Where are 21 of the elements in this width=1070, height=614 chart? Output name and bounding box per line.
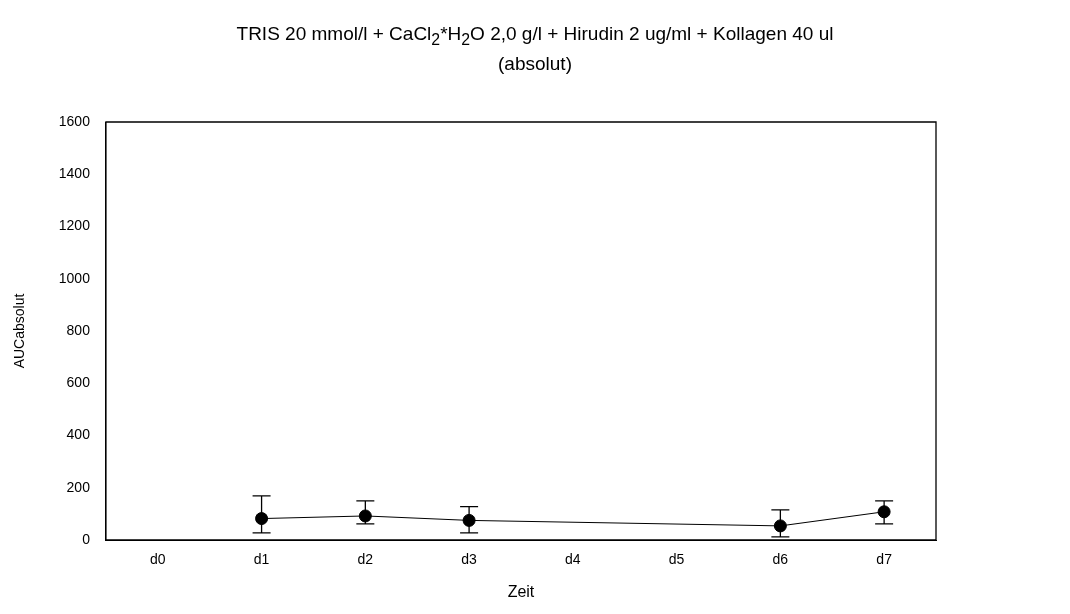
x-tick-label: d7 xyxy=(876,551,893,568)
x-tick-label: d2 xyxy=(357,551,374,568)
x-tick-label: d4 xyxy=(565,551,581,568)
y-tick-label: 400 xyxy=(66,426,91,443)
x-tick-label: d6 xyxy=(772,551,789,568)
x-axis-title: Zeit xyxy=(507,582,535,600)
y-tick-label: 1000 xyxy=(58,269,91,286)
x-tick-label: d1 xyxy=(253,551,270,568)
x-tick-label: d5 xyxy=(668,551,685,568)
x-tick-label: d3 xyxy=(461,551,478,568)
y-tick-label: 200 xyxy=(66,478,91,495)
y-tick-label: 800 xyxy=(66,321,91,338)
x-tick-label: d0 xyxy=(150,551,166,568)
chart-subtitle: (absolut) xyxy=(497,51,573,76)
y-tick-label: 1400 xyxy=(58,165,91,182)
y-tick-label: 0 xyxy=(82,530,91,547)
y-axis-title: AUCabsolut xyxy=(11,293,28,369)
y-tick-label: 600 xyxy=(66,374,91,391)
y-tick-label: 1200 xyxy=(58,217,91,234)
y-tick-label: 1600 xyxy=(58,112,91,129)
chart-title: TRIS 20 mmol/l + CaCl$_{2}$*H$_{2}$O 2,0 g/l + Hirudin 2 ug/ml + Kollagen 40 ul xyxy=(235,22,835,50)
